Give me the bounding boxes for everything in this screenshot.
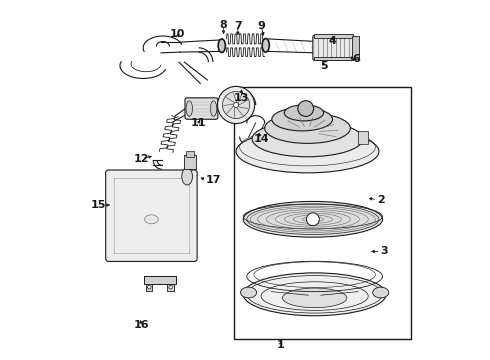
Ellipse shape [265,113,350,143]
Ellipse shape [272,108,333,131]
Text: 11: 11 [191,118,206,128]
FancyBboxPatch shape [106,170,197,261]
Text: 17: 17 [206,175,221,185]
Ellipse shape [236,130,379,173]
Ellipse shape [243,202,383,237]
Text: 5: 5 [320,61,327,71]
Text: 6: 6 [352,54,360,64]
Ellipse shape [182,168,193,185]
Ellipse shape [373,287,389,298]
Text: 12: 12 [134,154,149,163]
Ellipse shape [218,39,225,53]
Bar [314,57,353,60]
Text: 15: 15 [90,200,106,210]
Bar [144,276,176,284]
Circle shape [306,213,319,226]
Ellipse shape [262,39,270,52]
Ellipse shape [186,101,193,116]
Bar [186,151,194,157]
FancyBboxPatch shape [313,35,354,60]
Circle shape [169,285,172,289]
Circle shape [234,103,239,108]
Bar [168,284,174,291]
Circle shape [298,101,314,116]
Bar [146,284,152,291]
Ellipse shape [252,121,363,157]
Bar [314,34,353,38]
Text: 7: 7 [234,21,242,31]
Circle shape [222,91,249,118]
Bar [352,36,359,59]
Ellipse shape [284,105,323,121]
Ellipse shape [283,288,347,308]
Text: 2: 2 [377,195,385,204]
Text: 1: 1 [277,340,285,350]
Text: 9: 9 [257,21,265,31]
Text: 4: 4 [329,36,337,46]
Text: 10: 10 [170,28,185,39]
Circle shape [218,86,255,123]
Text: 14: 14 [253,134,269,144]
Ellipse shape [145,215,158,224]
Text: 3: 3 [381,247,389,256]
Text: 16: 16 [134,320,149,330]
Text: 8: 8 [220,19,227,30]
Ellipse shape [241,287,257,298]
Circle shape [147,285,151,289]
Ellipse shape [243,273,386,316]
FancyBboxPatch shape [185,98,218,119]
Ellipse shape [247,204,379,234]
Bar [234,87,411,339]
Ellipse shape [210,101,217,116]
Text: 13: 13 [234,93,249,103]
Bar [358,131,368,144]
Bar [184,155,196,168]
